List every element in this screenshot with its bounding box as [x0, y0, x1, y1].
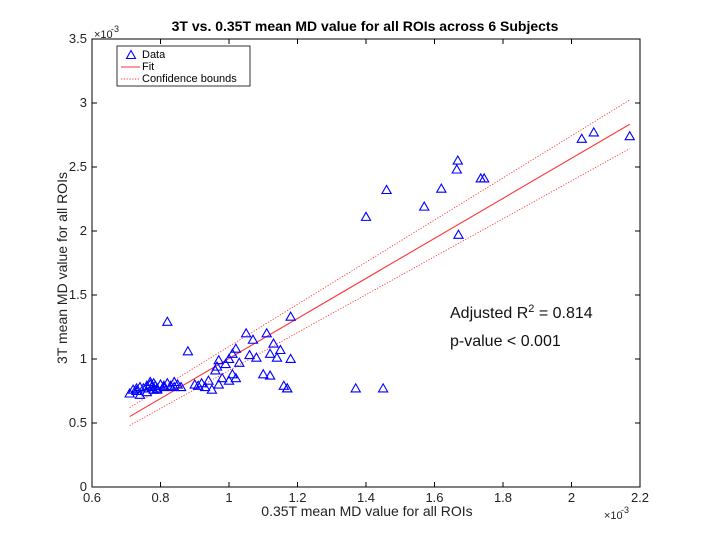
data-point	[418, 200, 430, 211]
data-point	[182, 345, 194, 356]
x-tick-label: 1.8	[494, 490, 512, 505]
x-tick-label: 1	[225, 490, 232, 505]
data-point	[281, 382, 293, 393]
data-point	[144, 376, 156, 387]
data-point	[161, 316, 173, 326]
data-point	[435, 183, 447, 193]
y-tick-label: 0	[80, 479, 87, 494]
data-point	[274, 344, 286, 355]
data-point	[247, 334, 259, 344]
x-tick-label: 2	[568, 490, 575, 505]
data-point	[158, 380, 170, 390]
data-point	[213, 378, 225, 389]
data-point	[451, 163, 463, 174]
fit-layer	[129, 99, 631, 426]
plot-area: 0.6 0.8 1 1.2 1.4 1.6 1.8 2 2.2 0 0.5 1 1.5 2 2.5 3 3.5	[69, 31, 649, 505]
y-tick-label: 2	[80, 223, 87, 238]
data-point	[624, 130, 636, 141]
x-tick-label: 1.2	[288, 490, 306, 505]
data-point	[226, 368, 238, 379]
data-point	[202, 375, 214, 385]
data-point	[220, 358, 232, 369]
data-point	[223, 353, 235, 364]
data-point	[452, 154, 464, 165]
data-point	[196, 377, 208, 388]
fit-line	[129, 123, 631, 418]
data-point	[285, 353, 297, 364]
data-points	[124, 126, 636, 399]
legend-fit-label: Fit	[142, 61, 154, 73]
x-tick-label: 0.8	[151, 490, 169, 505]
data-point	[168, 381, 180, 392]
fit-statistics-annotation: Adjusted R2 = 0.814 p-value < 0.001	[450, 303, 593, 350]
y-tick-label: 2.5	[69, 159, 87, 174]
tick-layer: 0.6 0.8 1 1.2 1.4 1.6 1.8 2 2.2 0 0.5 1 1.5 2 2.5 3 3.5	[69, 31, 649, 505]
data-point	[175, 381, 187, 392]
data-point	[478, 172, 490, 183]
chart-title: 3T vs. 0.35T mean MD value for all ROIs …	[172, 18, 559, 34]
y-scale-exponent: -3	[111, 24, 119, 34]
data-point	[264, 369, 276, 380]
legend: Data Fit Confidence bounds	[116, 45, 251, 87]
lower-confidence-bound	[129, 148, 630, 426]
data-point	[233, 357, 245, 367]
data-point	[257, 368, 269, 379]
data-point	[261, 327, 273, 338]
x-tick-label: 0.6	[83, 490, 101, 505]
data-point	[267, 337, 280, 348]
data-point	[216, 372, 228, 383]
data-point	[226, 348, 238, 358]
data-point	[230, 372, 242, 383]
x-scale-base: ×10	[604, 510, 623, 522]
legend-bounds-label: Confidence bounds	[142, 73, 237, 85]
data-point	[223, 375, 235, 385]
y-scale-base: ×10	[94, 29, 113, 41]
data-point	[213, 354, 225, 365]
adjusted-r2-text: Adjusted R2 = 0.814	[450, 303, 593, 322]
y-tick-label: 3	[80, 95, 87, 110]
data-point	[240, 327, 252, 338]
x-axis-label: 0.35T mean MD value for all ROIs	[261, 503, 472, 519]
y-tick-label: 1.5	[69, 287, 87, 302]
data-point	[381, 184, 393, 195]
legend-data-label: Data	[142, 49, 166, 61]
data-point	[271, 352, 283, 362]
data-point	[250, 352, 262, 362]
x-tick-label: 2.2	[631, 490, 649, 505]
data-point	[350, 382, 362, 393]
data-point	[230, 343, 242, 353]
data-point	[130, 382, 143, 393]
p-value-text: p-value < 0.001	[450, 333, 561, 350]
x-scale-exponent: -3	[621, 505, 629, 515]
y-tick-label: 0.5	[69, 415, 87, 430]
data-point	[199, 381, 211, 392]
data-point	[452, 229, 465, 239]
x-tick-label: 1.6	[425, 490, 443, 505]
data-point	[576, 133, 588, 143]
y-scale-factor: ×10 -3	[94, 24, 119, 41]
data-point	[141, 386, 153, 397]
data-point	[206, 384, 218, 394]
data-point	[244, 349, 256, 360]
data-point	[360, 211, 372, 221]
data-point	[134, 389, 146, 399]
data-point	[285, 311, 297, 321]
y-tick-label: 1	[80, 351, 87, 366]
data-point	[588, 126, 600, 137]
y-tick-label: 3.5	[69, 31, 87, 46]
legend-box	[116, 45, 251, 87]
y-axis-label: 3T mean MD value for all ROIs	[54, 172, 70, 364]
data-point	[264, 348, 276, 358]
data-point	[211, 360, 223, 371]
data-point	[192, 380, 204, 390]
data-point	[377, 382, 389, 393]
data-point	[148, 384, 160, 394]
x-tick-label: 1.4	[357, 490, 375, 505]
x-scale-factor: ×10 -3	[604, 505, 629, 522]
legend-data-marker-icon	[125, 49, 137, 60]
